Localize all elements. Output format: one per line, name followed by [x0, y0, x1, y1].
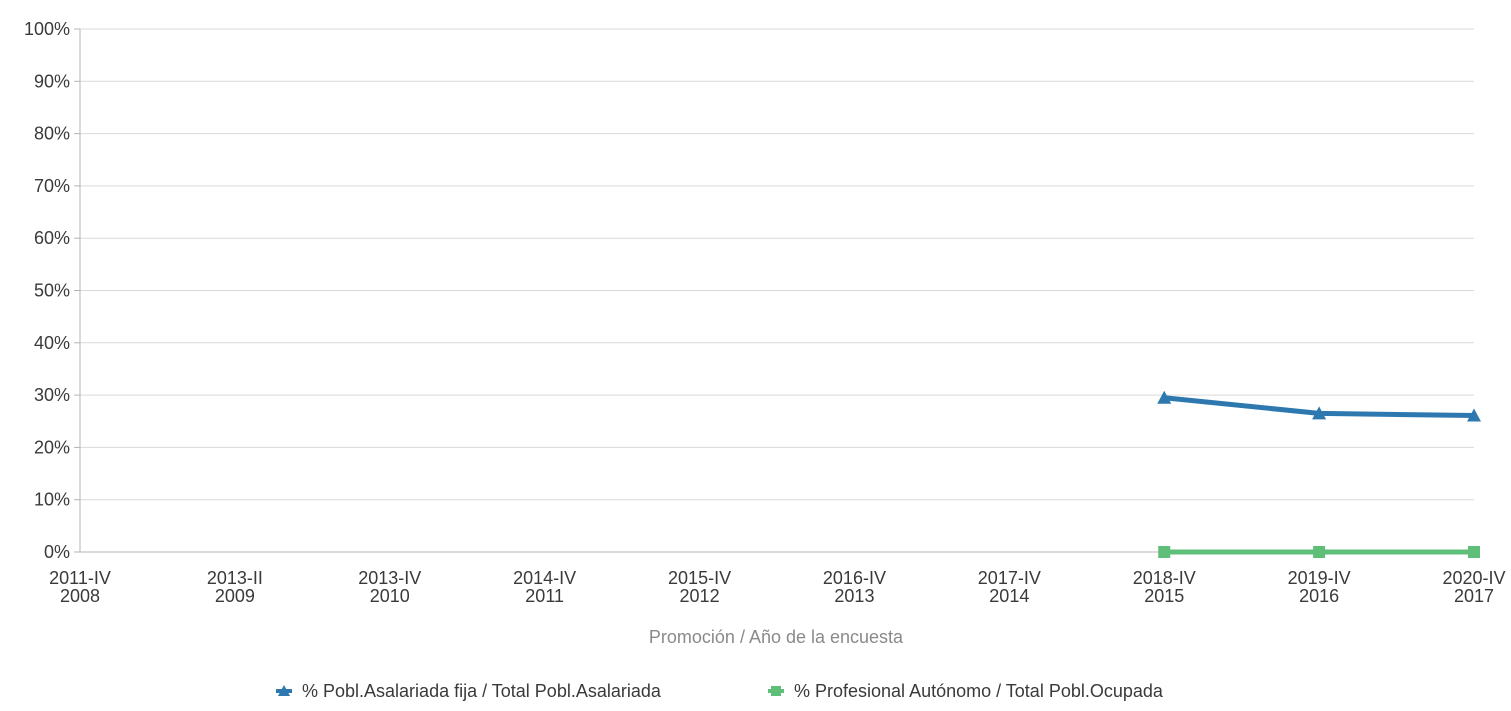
y-tick-label: 10%	[34, 490, 70, 510]
data-point-square	[1158, 546, 1171, 558]
y-tick-label: 40%	[34, 333, 70, 353]
y-tick-label: 80%	[34, 124, 70, 144]
data-point-square	[1313, 546, 1326, 558]
x-tick-label-line: 2013	[834, 586, 874, 606]
x-tick-label-line: 2014	[989, 586, 1029, 606]
y-tick-label: 0%	[44, 542, 70, 562]
x-tick-label: 2018-IV 2015	[1133, 568, 1196, 606]
x-tick-label: 2019-IV 2016	[1288, 568, 1351, 606]
data-point-square	[1468, 546, 1480, 558]
x-tick-label-line: 2017-IV	[978, 568, 1041, 588]
x-tick-label-line: 2016	[1299, 586, 1339, 606]
x-tick-label-line: 2012	[680, 586, 720, 606]
x-tick-label-line: 2020-IV	[1442, 568, 1505, 588]
y-tick-label: 20%	[34, 437, 70, 457]
data-point-triangle	[1312, 406, 1327, 420]
x-tick-label: 2016-IV 2013	[823, 568, 886, 606]
x-tick-label-line: 2015	[1144, 586, 1184, 606]
x-tick-label-line: 2014-IV	[513, 568, 576, 588]
data-point-triangle	[1157, 390, 1172, 404]
y-tick-labels: 0% 10% 20% 30% 40% 50% 60% 70% 80% 90% 100%	[24, 19, 70, 562]
legend: % Pobl.Asalariada fija / Total Pobl.Asal…	[276, 681, 1164, 701]
legend-triangle-icon	[278, 685, 290, 696]
legend-label: % Pobl.Asalariada fija / Total Pobl.Asal…	[302, 681, 662, 701]
series-1	[1157, 390, 1481, 422]
x-tick-label: 2013-II 2009	[207, 568, 263, 606]
x-tick-label-line: 2019-IV	[1288, 568, 1351, 588]
legend-item-1: % Pobl.Asalariada fija / Total Pobl.Asal…	[276, 681, 662, 701]
x-tick-label-line: 2013-II	[207, 568, 263, 588]
x-tick-label: 2017-IV 2014	[978, 568, 1041, 606]
series-2	[1158, 546, 1480, 558]
x-tick-label-line: 2011	[525, 586, 564, 606]
x-tick-label-line: 2015-IV	[668, 568, 731, 588]
y-tick-label: 100%	[24, 19, 70, 39]
x-tick-label-line: 2008	[60, 586, 100, 606]
y-tick-label: 60%	[34, 228, 70, 248]
x-tick-label-line: 2009	[215, 586, 255, 606]
y-tick-label: 50%	[34, 281, 70, 301]
grid	[80, 28, 1474, 501]
x-tick-label-line: 2017	[1454, 586, 1494, 606]
x-tick-label-line: 2010	[370, 586, 410, 606]
legend-label: % Profesional Autónomo / Total Pobl.Ocup…	[794, 681, 1164, 701]
x-tick-label: 2013-IV 2010	[358, 568, 421, 606]
x-tick-label-line: 2018-IV	[1133, 568, 1196, 588]
x-tick-label-line: 2016-IV	[823, 568, 886, 588]
legend-square-icon	[771, 686, 781, 696]
x-tick-label-line: 2013-IV	[358, 568, 421, 588]
legend-item-2: % Profesional Autónomo / Total Pobl.Ocup…	[768, 681, 1164, 701]
x-tick-label-line: 2011-IV	[49, 568, 111, 588]
x-tick-label: 2020-IV 2017	[1442, 568, 1505, 606]
y-tick-label: 90%	[34, 71, 70, 91]
y-tick-label: 70%	[34, 176, 70, 196]
series	[1157, 390, 1481, 558]
x-tick-label: 2011-IV 2008	[49, 568, 111, 606]
x-tick-label: 2015-IV 2012	[668, 568, 731, 606]
x-axis-title: Promoción / Año de la encuesta	[649, 627, 904, 647]
x-tick-labels: 2011-IV 2008 2013-II 2009 2013-IV 2010 2014-IV…	[49, 568, 1505, 606]
data-point-triangle	[1467, 408, 1481, 422]
y-tick-label: 30%	[34, 385, 70, 405]
x-tick-label: 2014-IV 2011	[513, 568, 576, 606]
